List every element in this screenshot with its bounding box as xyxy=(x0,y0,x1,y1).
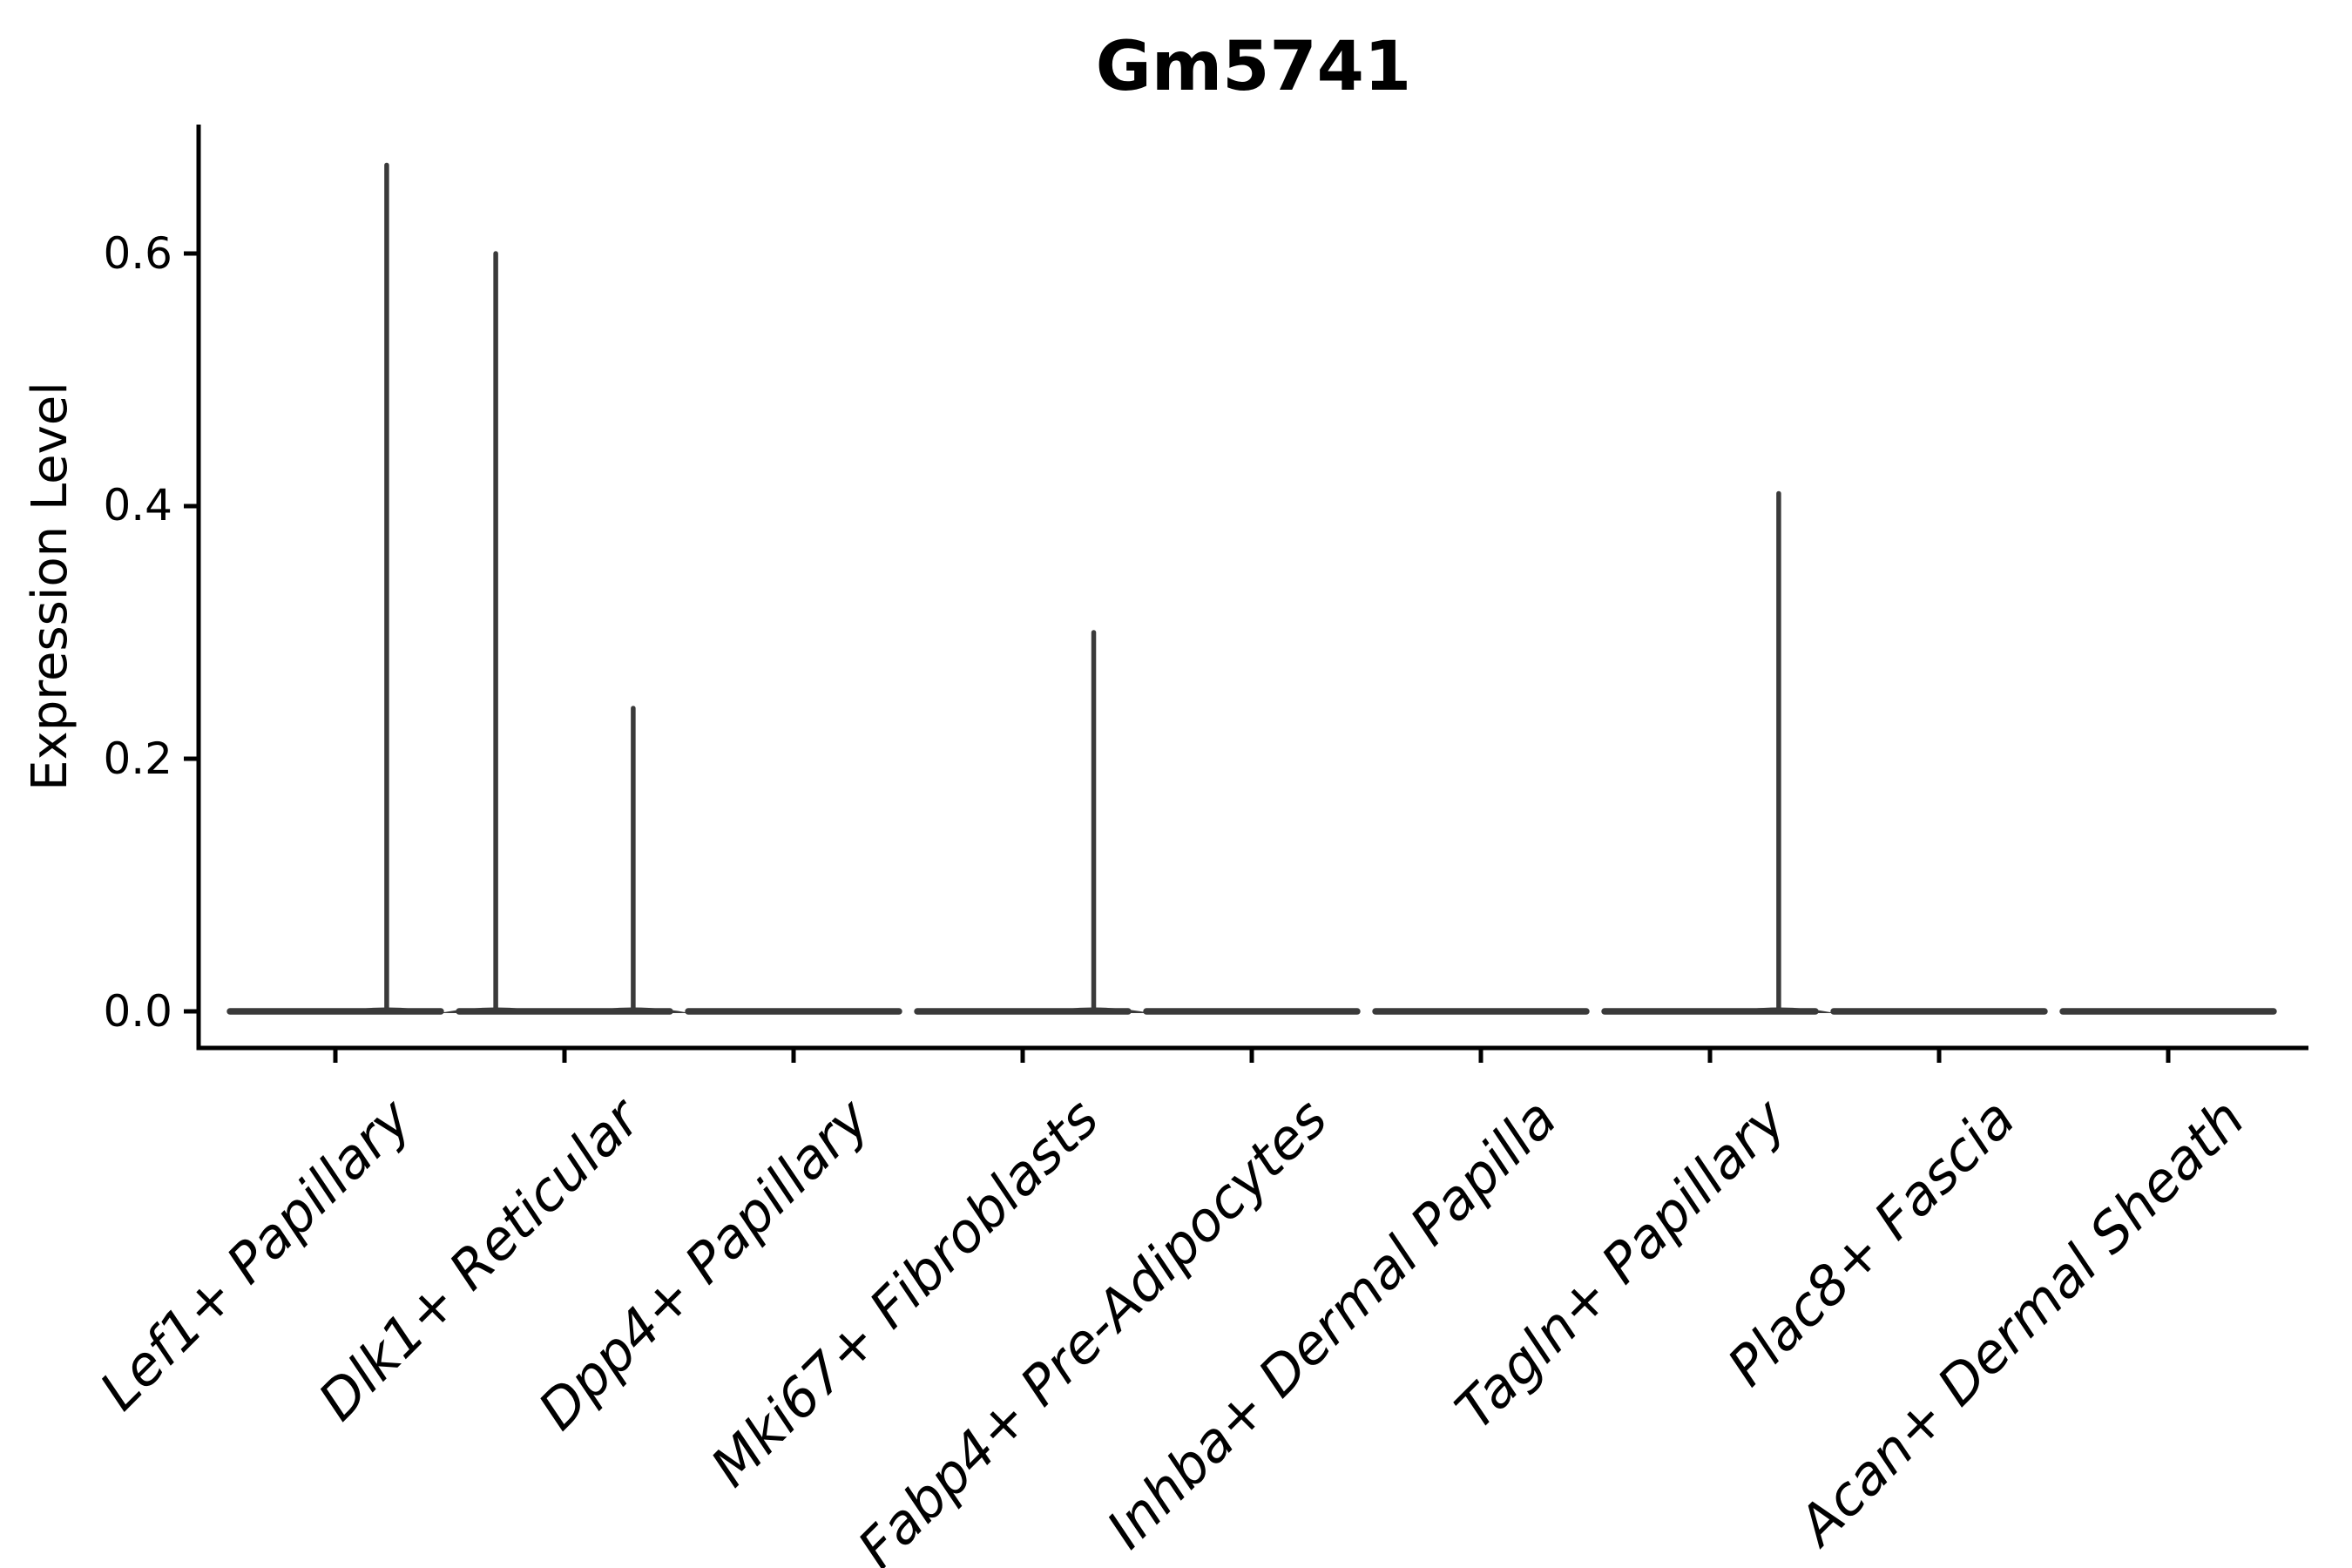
chart-title: Gm5741 xyxy=(1095,28,1412,106)
y-tick-label-0.2: 0.2 xyxy=(103,733,172,784)
y-tick-label-0.4: 0.4 xyxy=(103,480,172,531)
y-axis-title: Expression Level xyxy=(22,382,78,791)
y-tick-label-0.6: 0.6 xyxy=(103,228,172,279)
y-tick-label-0.0: 0.0 xyxy=(103,986,172,1037)
